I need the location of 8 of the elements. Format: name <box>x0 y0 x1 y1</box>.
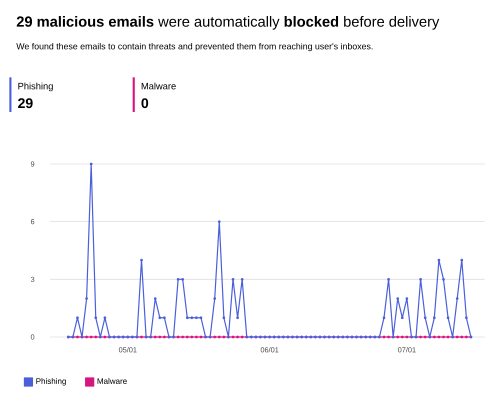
text: 0 <box>141 98 148 108</box>
text: 29 <box>18 98 33 108</box>
legend-label: Phishing <box>36 378 66 386</box>
legend-label: Malware <box>98 378 127 384</box>
text: Malware <box>142 82 176 90</box>
chart-title: 29 malicious emails were automatically blocked before delivery <box>16 16 440 30</box>
chart-subtitle: We found these emails to contain threats and prevented them from reaching user's inboxes. <box>16 42 373 52</box>
text: Phishing <box>18 82 53 92</box>
